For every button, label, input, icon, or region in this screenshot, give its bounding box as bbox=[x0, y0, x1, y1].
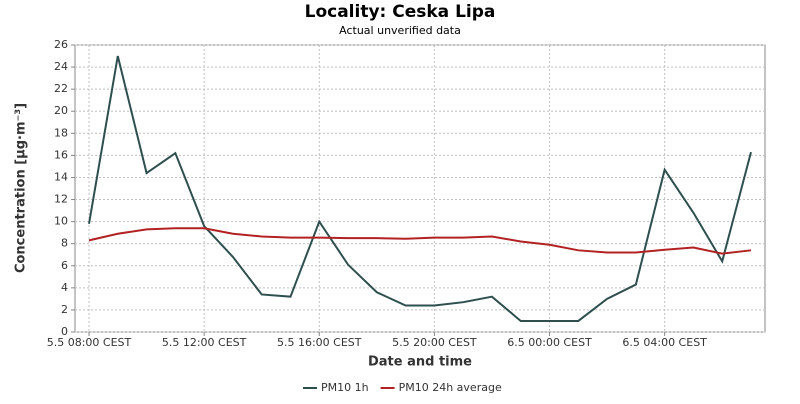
data-line bbox=[88, 227, 752, 255]
y-tick-label: 20 bbox=[54, 104, 68, 117]
y-tick-label: 6 bbox=[61, 259, 68, 272]
y-tick-label: 24 bbox=[54, 60, 68, 73]
legend-label: PM10 24h average bbox=[399, 381, 502, 394]
x-tick-label: 5.5 16:00 CEST bbox=[277, 336, 362, 349]
y-tick-label: 16 bbox=[54, 148, 68, 161]
x-tick-label: 6.5 04:00 CEST bbox=[622, 336, 707, 349]
x-tick-label: 5.5 12:00 CEST bbox=[162, 336, 247, 349]
data-line bbox=[88, 55, 752, 322]
legend-label: PM10 1h bbox=[321, 381, 369, 394]
chart-subtitle: Actual unverified data bbox=[339, 24, 461, 37]
y-tick-label: 2 bbox=[61, 303, 68, 316]
x-axis-label: Date and time bbox=[368, 355, 472, 370]
x-tick-label: 5.5 20:00 CEST bbox=[392, 336, 477, 349]
y-tick-label: 22 bbox=[54, 82, 68, 95]
y-tick-label: 12 bbox=[54, 193, 68, 206]
y-tick-label: 10 bbox=[54, 215, 68, 228]
x-tick-label: 6.5 00:00 CEST bbox=[507, 336, 592, 349]
y-tick-label: 4 bbox=[61, 281, 68, 294]
y-tick-label: 14 bbox=[54, 170, 68, 183]
y-tick-label: 26 bbox=[54, 38, 68, 51]
y-tick-label: 18 bbox=[54, 126, 68, 139]
plot-area bbox=[74, 44, 766, 333]
y-axis-label: Concentration [µg·m⁻³] bbox=[14, 103, 29, 273]
y-tick-label: 0 bbox=[61, 325, 68, 338]
chart-title: Locality: Ceska Lipa bbox=[305, 2, 496, 22]
y-tick-label: 8 bbox=[61, 237, 68, 250]
x-tick-label: 5.5 08:00 CEST bbox=[47, 336, 132, 349]
